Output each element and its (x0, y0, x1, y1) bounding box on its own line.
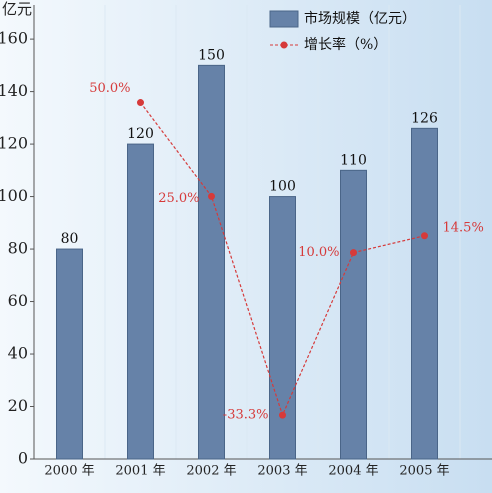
growth-point (279, 411, 286, 419)
bar-value-label: 100 (269, 179, 296, 195)
bar-value-label: 126 (411, 110, 438, 126)
y-tick-label: 20 (8, 396, 28, 415)
y-tick-label: 160 (0, 29, 28, 48)
growth-label: 50.0% (89, 81, 130, 96)
growth-label: 25.0% (158, 191, 199, 206)
y-tick-label: 140 (0, 81, 28, 100)
growth-label: -33.3% (223, 408, 269, 423)
growth-point (137, 99, 144, 107)
y-tick-label: 40 (8, 344, 28, 363)
x-tick-label: 2005 年 (399, 464, 449, 479)
growth-point (208, 192, 215, 200)
bar (340, 169, 367, 460)
y-tick-label: 100 (0, 186, 28, 205)
legend-swatch (269, 10, 299, 28)
bar-value-label: 120 (127, 126, 154, 142)
bar (127, 143, 154, 460)
x-tick-label: 2003 年 (257, 464, 307, 479)
growth-label: 14.5% (443, 220, 484, 235)
bar-value-label: 150 (198, 47, 225, 63)
x-tick-label: 2004 年 (328, 464, 378, 479)
legend-label: 市场规模（亿元） (304, 10, 416, 27)
bar (269, 196, 296, 460)
y-tick-label: 60 (8, 291, 28, 310)
x-tick-label: 2002 年 (186, 464, 236, 479)
bar (198, 64, 225, 460)
x-tick-label: 2001 年 (115, 464, 165, 479)
growth-point (350, 249, 357, 257)
y-axis-label: 亿元 (2, 0, 32, 18)
bar (411, 127, 438, 460)
legend-label: 增长率（%） (304, 36, 387, 53)
growth-label: 10.0% (298, 245, 339, 260)
y-tick-label: 80 (8, 239, 28, 258)
y-tick-label: 0 (18, 449, 28, 468)
x-tick-label: 2000 年 (44, 464, 94, 479)
bar (56, 248, 83, 460)
bar-value-label: 110 (340, 152, 367, 168)
growth-point (421, 232, 428, 240)
bar-value-label: 80 (61, 231, 79, 247)
y-tick-label: 120 (0, 134, 28, 153)
legend-swatch (280, 41, 288, 49)
